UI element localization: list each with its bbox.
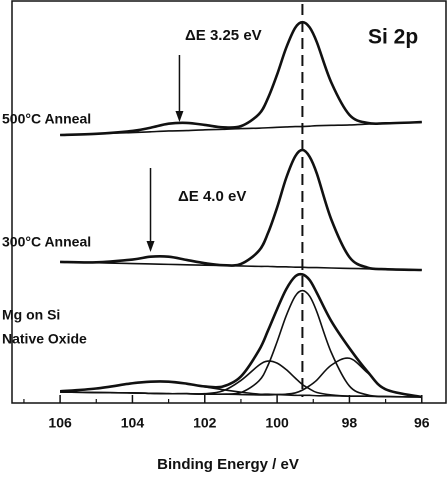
spectrum-label: 500°C Anneal [2,111,91,127]
spectrum-line [60,261,422,271]
spectrum-line [60,272,423,399]
annotation: ΔE 4.0 eV [178,188,246,205]
spectrum-line [60,380,422,398]
spectrum-label: 300°C Anneal [2,234,91,250]
plot-frame [11,0,447,404]
spectrum-label: Native Oxide [2,331,87,347]
x-tick-label: 106 [48,415,72,431]
spectrum-line [60,121,422,136]
arrow-head [175,111,184,122]
chart-title: Si 2p [368,26,418,49]
x-axis-label: Binding Energy / eV [157,456,299,473]
x-tick-label: 102 [193,415,217,431]
spectrum-label: Mg on Si [2,307,60,323]
arrow-head [146,241,155,252]
x-tick-label: 96 [414,415,430,431]
spectrum-line [60,20,422,137]
x-tick-label: 100 [265,415,289,431]
x-tick-label: 104 [121,415,145,431]
x-tick-label: 98 [342,415,358,431]
annotation: ΔE 3.25 eV [185,27,262,44]
spectrum-line [60,148,422,272]
